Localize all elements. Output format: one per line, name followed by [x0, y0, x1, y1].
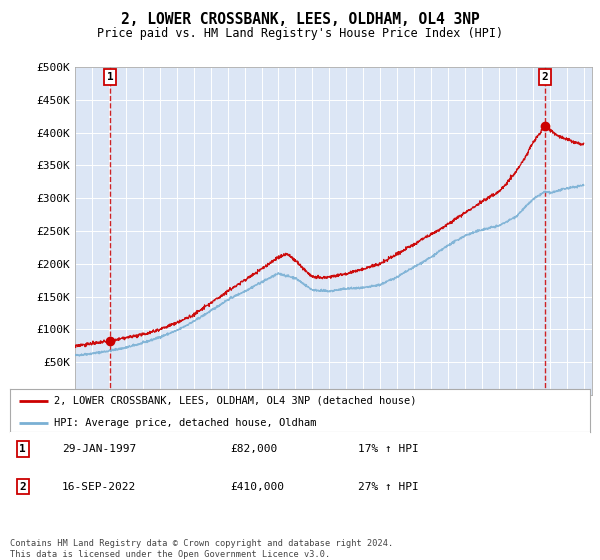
Text: 1: 1 [19, 444, 26, 454]
Text: 27% ↑ HPI: 27% ↑ HPI [358, 482, 419, 492]
Text: 2: 2 [542, 72, 548, 82]
Text: Contains HM Land Registry data © Crown copyright and database right 2024.
This d: Contains HM Land Registry data © Crown c… [10, 539, 394, 559]
Text: 2: 2 [19, 482, 26, 492]
Text: 16-SEP-2022: 16-SEP-2022 [62, 482, 136, 492]
Text: HPI: Average price, detached house, Oldham: HPI: Average price, detached house, Oldh… [53, 418, 316, 427]
Text: 29-JAN-1997: 29-JAN-1997 [62, 444, 136, 454]
Text: 2, LOWER CROSSBANK, LEES, OLDHAM, OL4 3NP (detached house): 2, LOWER CROSSBANK, LEES, OLDHAM, OL4 3N… [53, 395, 416, 405]
Text: £410,000: £410,000 [230, 482, 284, 492]
Text: £82,000: £82,000 [230, 444, 278, 454]
Text: 1: 1 [107, 72, 113, 82]
Text: 17% ↑ HPI: 17% ↑ HPI [358, 444, 419, 454]
Text: Price paid vs. HM Land Registry's House Price Index (HPI): Price paid vs. HM Land Registry's House … [97, 27, 503, 40]
Text: 2, LOWER CROSSBANK, LEES, OLDHAM, OL4 3NP: 2, LOWER CROSSBANK, LEES, OLDHAM, OL4 3N… [121, 12, 479, 27]
